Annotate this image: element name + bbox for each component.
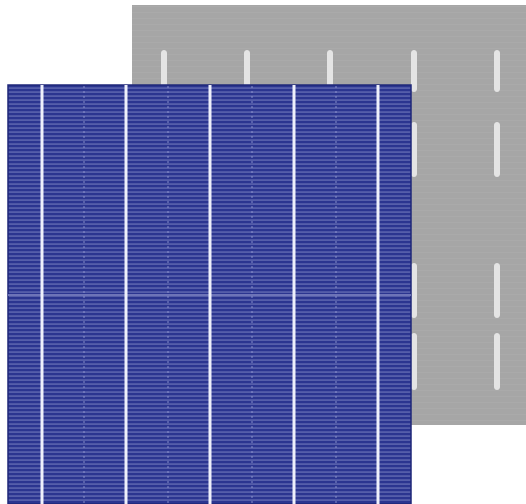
pad: [411, 263, 417, 318]
pad: [161, 50, 167, 90]
busbar: [376, 85, 380, 504]
busbars: [40, 85, 380, 504]
solder-pads: [161, 50, 500, 390]
busbar: [292, 85, 296, 504]
pad: [494, 263, 500, 318]
pad: [411, 122, 417, 177]
pad: [494, 50, 500, 92]
pad: [411, 50, 417, 92]
pad: [411, 333, 417, 390]
pad: [327, 50, 333, 90]
busbar: [124, 85, 128, 504]
pad: [494, 333, 500, 390]
busbar: [40, 85, 44, 504]
cell-front: [7, 84, 412, 504]
pad: [494, 122, 500, 177]
busbar: [208, 85, 212, 504]
pad: [244, 50, 250, 90]
